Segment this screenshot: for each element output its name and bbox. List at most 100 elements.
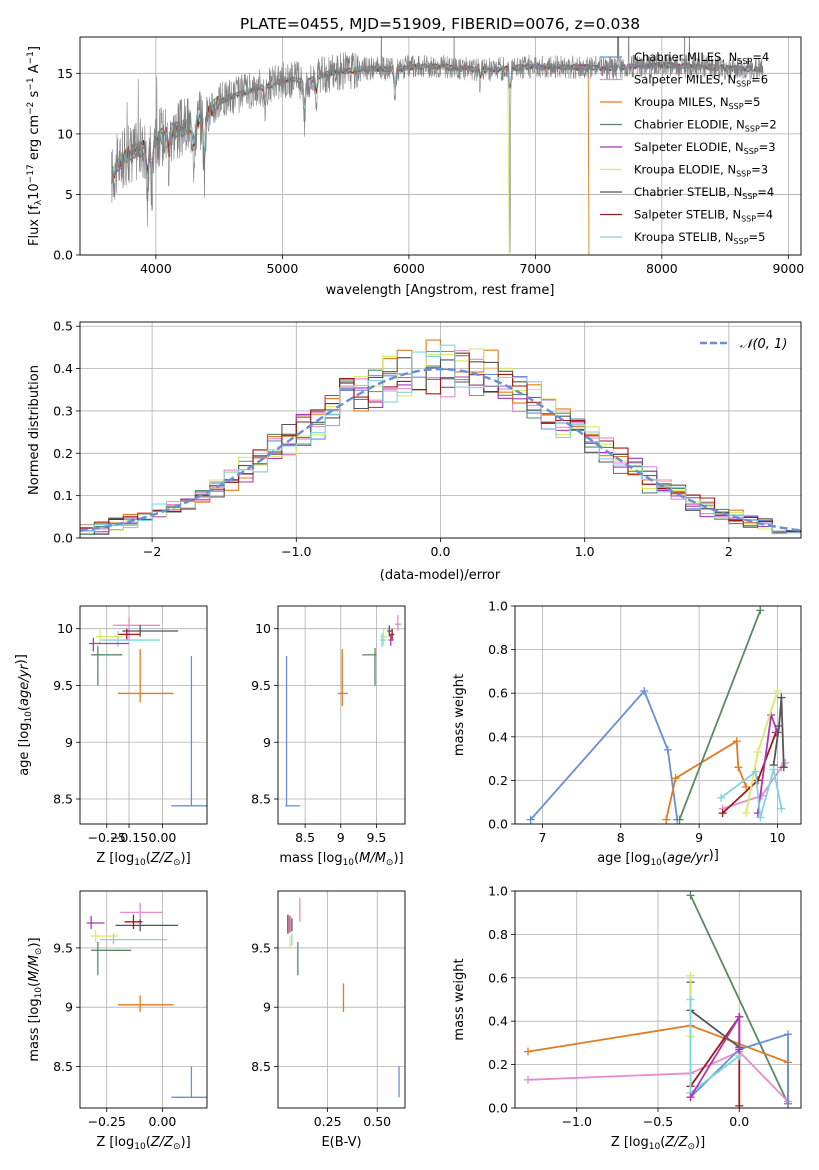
data-point-marker bbox=[757, 791, 766, 800]
x-tick-label: −2 bbox=[143, 544, 161, 559]
data-point-marker bbox=[732, 737, 741, 746]
y-tick-label: 1.0 bbox=[488, 599, 508, 614]
series-salpeter-elodie bbox=[686, 1012, 744, 1102]
legend-label: Chabrier ELODIE, NSSP=2 bbox=[634, 118, 777, 134]
chart-age-vs-mass: 8.5 9 9.5 8.5 9 9.5 10 mass [log10(M/M⊙)] bbox=[251, 605, 406, 868]
model-spectrum-line bbox=[111, 62, 510, 255]
legend: Chabrier MILES, NSSP=4 Salpeter MILES, NS… bbox=[600, 50, 777, 246]
data-point-marker bbox=[717, 793, 726, 802]
y-tick-label: 8.5 bbox=[251, 792, 271, 807]
series-kroupa-stelib bbox=[686, 995, 744, 1097]
x-tick-label: 9000 bbox=[772, 261, 804, 276]
data-point-marker bbox=[751, 767, 760, 776]
error-bar-marker bbox=[91, 645, 123, 686]
y-tick-label: 9.5 bbox=[251, 678, 271, 693]
y-axis-label: age [log10(age/yr)] bbox=[14, 654, 34, 776]
error-bar-marker bbox=[88, 637, 130, 652]
chart-mass-vs-ebv: 0.25 0.50 8.5 9 9.5 E(B-V) bbox=[251, 890, 406, 1150]
y-tick-label: 0.8 bbox=[488, 927, 508, 942]
x-tick-label: 0.25 bbox=[314, 1114, 342, 1129]
y-axis-label: mass weight bbox=[452, 674, 467, 756]
legend-label: Salpeter ELODIE, NSSP=3 bbox=[634, 140, 776, 156]
x-tick-label: 0.0 bbox=[431, 544, 451, 559]
error-bar-marker bbox=[362, 648, 377, 686]
error-bar-marker bbox=[91, 941, 132, 976]
error-bar-marker bbox=[395, 615, 402, 631]
y-tick-label: 0.0 bbox=[488, 817, 508, 832]
error-bar-marker bbox=[117, 628, 141, 641]
y-tick-label: 9 bbox=[263, 735, 271, 750]
series-line bbox=[678, 610, 762, 820]
data-point-marker bbox=[781, 758, 790, 767]
y-tick-label: 9 bbox=[263, 1000, 271, 1015]
data-point-marker bbox=[524, 1047, 532, 1056]
plot-area bbox=[285, 615, 402, 807]
y-tick-label: 0.2 bbox=[488, 1057, 508, 1072]
y-tick-label: 10 bbox=[255, 621, 271, 636]
axes-frame bbox=[277, 890, 406, 1109]
y-tick-label: 9.5 bbox=[53, 940, 73, 955]
data-point-marker bbox=[735, 1101, 744, 1108]
error-bar-marker bbox=[100, 630, 161, 647]
axes-frame bbox=[514, 890, 802, 1109]
axes-frame bbox=[79, 605, 208, 825]
y-tick-label: 0.8 bbox=[488, 642, 508, 657]
plot-area bbox=[80, 339, 801, 535]
error-bar-marker bbox=[285, 655, 301, 807]
data-point-marker bbox=[777, 804, 786, 813]
series-line bbox=[772, 697, 785, 768]
y-tick-label: 0.6 bbox=[488, 970, 508, 985]
x-tick-label: 8000 bbox=[646, 261, 678, 276]
plot-area bbox=[287, 898, 400, 1098]
data-point-marker bbox=[526, 815, 535, 824]
plot-area bbox=[111, 37, 764, 255]
chart-residual-histogram: −2 −1.0 0.0 1.0 2 0.0 0.1 0.2 0.3 0.4 0.5 𝒩(0, 1) (d… bbox=[27, 319, 802, 583]
series-chabrier-miles bbox=[526, 687, 682, 824]
data-point-marker bbox=[773, 687, 782, 696]
series-line bbox=[689, 982, 740, 1048]
axes-frame bbox=[277, 605, 406, 825]
x-axis-label: Z [log10(Z/Z⊙)] bbox=[611, 1135, 705, 1152]
axes-frame bbox=[79, 321, 802, 539]
data-point-marker bbox=[640, 687, 649, 696]
y-axis-label: mass weight bbox=[452, 958, 467, 1040]
data-point-marker bbox=[734, 763, 743, 772]
x-tick-label: 0.00 bbox=[149, 830, 177, 845]
y-axis-label: mass [log10(M/M⊙)] bbox=[27, 937, 44, 1061]
legend-label: Chabrier MILES, NSSP=4 bbox=[634, 50, 769, 66]
error-bar-marker bbox=[380, 633, 386, 647]
data-point-marker bbox=[779, 763, 788, 772]
legend: 𝒩(0, 1) bbox=[700, 337, 787, 352]
error-bar-marker bbox=[91, 930, 118, 942]
y-tick-label: 0.6 bbox=[488, 686, 508, 701]
y-tick-label: 0.0 bbox=[53, 248, 73, 263]
data-point-marker bbox=[769, 765, 778, 774]
error-bar-marker bbox=[117, 649, 174, 703]
axes-frame bbox=[79, 36, 802, 256]
data-point-marker bbox=[775, 721, 784, 730]
data-point-marker bbox=[735, 1012, 744, 1021]
y-tick-label: 9.5 bbox=[251, 940, 271, 955]
x-tick-label: 9 bbox=[337, 830, 345, 845]
series-line bbox=[720, 769, 783, 818]
y-axis-label: Flux [fλ10−17 erg cm−2 s−1 A−1] bbox=[26, 46, 44, 246]
error-bar-marker bbox=[120, 902, 163, 922]
y-tick-label: 0.0 bbox=[488, 1101, 508, 1116]
normal-curve-line bbox=[80, 367, 801, 532]
error-bar-marker bbox=[117, 995, 174, 1012]
series-line bbox=[689, 999, 740, 1095]
y-tick-label: 10 bbox=[57, 126, 73, 141]
data-point-marker bbox=[686, 891, 695, 900]
series-line bbox=[689, 894, 789, 1105]
x-tick-label: 7000 bbox=[519, 261, 551, 276]
data-point-marker bbox=[753, 748, 762, 757]
y-tick-label: 5 bbox=[65, 187, 73, 202]
x-tick-label: 9 bbox=[695, 830, 703, 845]
x-tick-label: 8 bbox=[617, 830, 625, 845]
x-tick-label: 6000 bbox=[393, 261, 425, 276]
series-line bbox=[527, 1050, 789, 1103]
data-point-marker bbox=[753, 776, 762, 785]
y-tick-label: 0.4 bbox=[53, 361, 73, 376]
data-point-marker bbox=[663, 745, 672, 754]
y-tick-label: 0.5 bbox=[53, 319, 73, 334]
